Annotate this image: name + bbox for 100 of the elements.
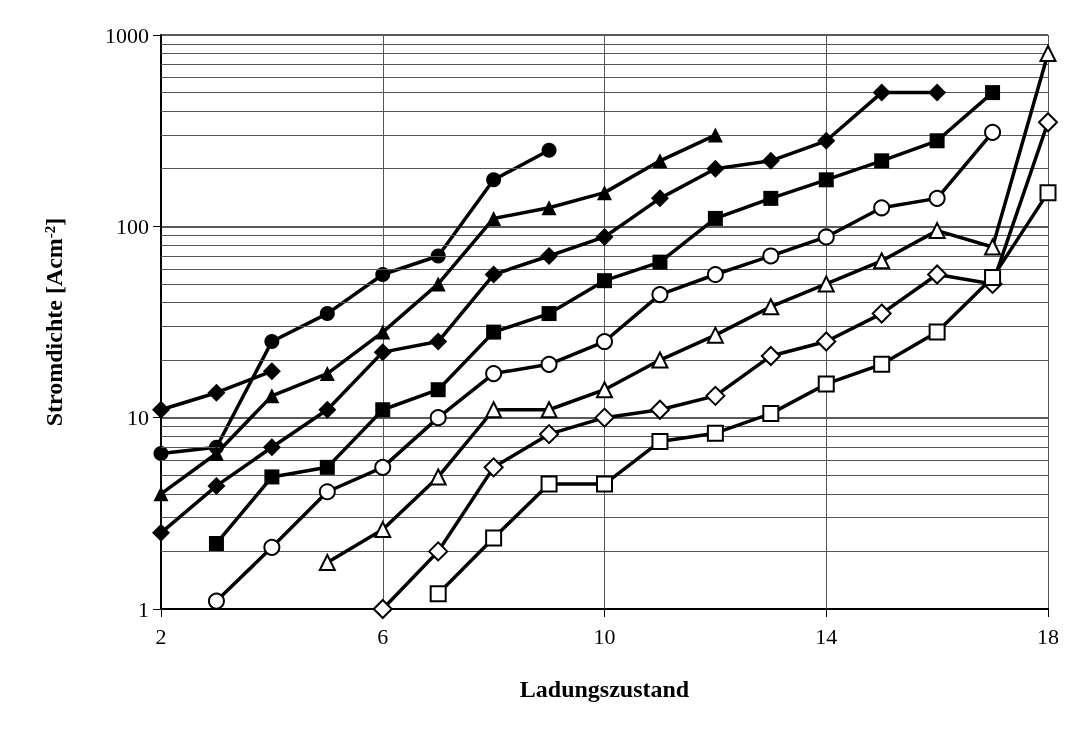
point: [375, 324, 391, 340]
point: [429, 332, 448, 351]
point: [541, 142, 557, 158]
point: [207, 592, 225, 610]
point: [984, 123, 1002, 141]
point: [486, 172, 502, 188]
point: [262, 438, 281, 457]
point: [594, 407, 615, 428]
point: [760, 346, 781, 367]
y-tick-label: 10: [127, 405, 149, 431]
point: [1038, 112, 1058, 133]
point: [152, 400, 170, 419]
point: [706, 159, 725, 178]
point: [818, 172, 834, 188]
point: [207, 383, 226, 402]
point: [928, 323, 946, 341]
y-axis-title: Stromdichte [Acm-2]: [41, 217, 67, 427]
point: [486, 324, 502, 340]
point: [761, 151, 780, 170]
point: [651, 433, 669, 451]
point: [374, 521, 392, 539]
point: [651, 351, 669, 369]
point: [264, 334, 280, 350]
point: [319, 459, 335, 475]
point: [705, 385, 726, 406]
point: [540, 355, 558, 373]
point: [262, 362, 281, 381]
point: [817, 275, 835, 293]
point: [873, 199, 891, 217]
point: [649, 399, 670, 420]
point: [428, 541, 449, 562]
x-tick-label: 10: [593, 623, 616, 649]
point: [319, 366, 335, 382]
point: [539, 424, 560, 445]
point: [985, 85, 1001, 101]
point: [707, 210, 723, 226]
point: [485, 529, 503, 547]
point: [872, 83, 891, 102]
point: [264, 469, 280, 485]
point: [208, 535, 224, 551]
point: [763, 190, 779, 206]
point: [596, 475, 613, 493]
y-tick-label: 1000: [105, 22, 149, 48]
point: [984, 238, 1002, 256]
point: [817, 131, 836, 150]
point: [429, 409, 447, 427]
point: [207, 476, 226, 495]
point: [429, 585, 447, 603]
point: [596, 381, 613, 399]
point: [873, 252, 891, 270]
point: [817, 375, 835, 393]
point: [595, 227, 614, 246]
point: [541, 200, 557, 216]
point: [652, 153, 668, 169]
point: [984, 269, 1002, 287]
point: [375, 267, 391, 283]
point: [485, 401, 503, 419]
point: [319, 306, 335, 322]
point: [650, 189, 669, 208]
point: [597, 185, 612, 201]
x-tick-label: 14: [815, 623, 838, 649]
y-tick-label: 100: [116, 213, 149, 239]
point: [817, 228, 835, 246]
point: [651, 286, 669, 304]
point: [485, 365, 503, 383]
point: [318, 554, 336, 571]
point: [874, 153, 890, 169]
x-tick-label: 6: [377, 623, 389, 649]
point: [707, 127, 723, 143]
point: [153, 445, 169, 461]
point: [430, 276, 446, 292]
point: [706, 424, 724, 442]
point: [762, 405, 780, 423]
point: [873, 355, 891, 373]
point: [871, 303, 892, 324]
point: [263, 538, 281, 556]
x-tick-label: 18: [1037, 623, 1059, 649]
point: [152, 523, 170, 542]
point: [706, 326, 724, 344]
point: [596, 333, 613, 351]
x-axis-title: Ladungszustand: [519, 676, 690, 702]
point: [486, 210, 502, 226]
point: [374, 458, 392, 476]
point: [928, 189, 946, 207]
point: [540, 246, 559, 265]
point: [928, 222, 946, 240]
point: [652, 254, 668, 270]
point: [208, 445, 224, 461]
point: [484, 265, 503, 284]
point: [762, 298, 780, 316]
point: [483, 457, 504, 478]
point: [541, 306, 557, 322]
x-tick-label: 2: [155, 623, 167, 649]
point: [375, 402, 391, 418]
point: [597, 273, 612, 289]
point: [762, 247, 780, 265]
point: [540, 475, 558, 493]
point: [816, 331, 837, 352]
point: [264, 388, 280, 404]
point: [373, 343, 392, 362]
